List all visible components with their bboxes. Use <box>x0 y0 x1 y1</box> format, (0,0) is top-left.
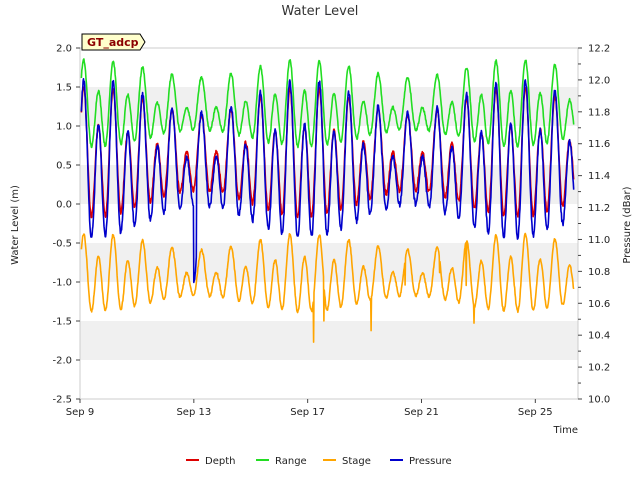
right-axis: 12.2 12.0 11.8 11.6 11.4 11.2 11.0 10.8 10.6 10.4… <box>578 44 610 406</box>
legend: Depth Range Stage Pressure <box>186 456 452 467</box>
y2-tick-label: 10.2 <box>588 363 610 374</box>
y-tick-label: 0.0 <box>56 200 72 211</box>
x-tick-label: Sep 9 <box>66 407 94 418</box>
x-tick-label: Sep 17 <box>290 407 325 418</box>
y2-tick-label: 10.4 <box>588 331 610 342</box>
y2-tick-label: 11.8 <box>588 107 610 118</box>
site-badge: GT_adcp <box>81 33 146 51</box>
y-tick-label: -1.0 <box>52 278 72 289</box>
site-badge-box <box>81 33 146 51</box>
background-band <box>80 87 578 126</box>
y2-tick-label: 11.0 <box>588 235 610 246</box>
y-tick-label: 1.5 <box>56 83 72 94</box>
y-tick-label: -2.5 <box>52 395 72 406</box>
x-tick-label: Sep 13 <box>176 407 211 418</box>
y-axis-label: Water Level (m) <box>10 185 21 265</box>
y2-tick-label: 11.4 <box>588 171 610 182</box>
legend-label-depth: Depth <box>205 456 235 467</box>
site-badge-label: GT_adcp <box>87 36 139 49</box>
background-band <box>80 321 578 360</box>
legend-label-stage: Stage <box>342 456 371 467</box>
series-line-stage <box>80 232 575 343</box>
x-tick-label: Sep 21 <box>404 407 439 418</box>
y2-tick-label: 11.6 <box>588 139 610 150</box>
y2-tick-label: 10.8 <box>588 267 610 278</box>
y2-tick-label: 12.0 <box>588 75 610 86</box>
y2-tick-label: 11.2 <box>588 203 610 214</box>
legend-label-pressure: Pressure <box>409 456 452 467</box>
chart-title: Water Level <box>282 4 359 19</box>
y2-tick-label: 10.0 <box>588 395 610 406</box>
y-tick-label: -1.5 <box>52 317 72 328</box>
series-line-range <box>80 58 575 149</box>
y-tick-label: 2.0 <box>56 44 72 55</box>
x-tick-label: Sep 25 <box>518 407 553 418</box>
background-band <box>80 243 578 282</box>
y-tick-label: 0.5 <box>56 161 72 172</box>
y2-tick-label: 10.6 <box>588 299 610 310</box>
series-layer <box>80 58 575 343</box>
x-axis-label: Time <box>553 425 578 436</box>
y-tick-label: 1.0 <box>56 122 72 133</box>
y2-tick-label: 12.2 <box>588 44 610 55</box>
legend-label-range: Range <box>275 456 307 467</box>
y-tick-label: -2.0 <box>52 356 72 367</box>
y2-axis-label: Pressure (dBar) <box>622 186 633 263</box>
series-line-pressure <box>80 78 575 284</box>
left-axis: 2.0 1.5 1.0 0.5 0.0 -0.5 -1.0 -1.5 -2.0 -2.5 <box>52 44 80 406</box>
y-tick-label: -0.5 <box>52 239 72 250</box>
x-axis: Sep 9 Sep 13 Sep 17 Sep 21 Sep 25 <box>66 399 553 418</box>
